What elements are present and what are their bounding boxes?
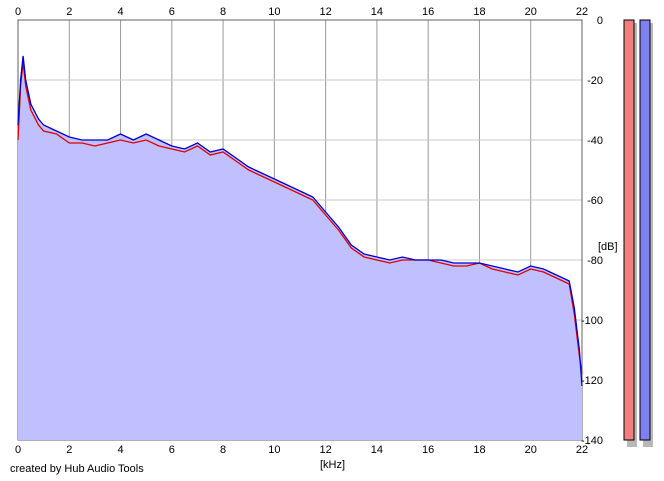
x-tick-label-bottom: 16: [422, 444, 434, 456]
y-tick-label: -120: [581, 375, 603, 387]
x-tick-label-bottom: 4: [117, 444, 123, 456]
x-tick-label-top: 10: [268, 6, 280, 18]
series-line-left: [17, 61, 583, 375]
credit-text: created by Hub Audio Tools: [10, 463, 144, 475]
x-tick-label-top: 14: [371, 6, 383, 18]
x-tick-label-bottom: 10: [268, 444, 280, 456]
x-tick-label-bottom: 20: [525, 444, 537, 456]
y-tick-label: -80: [587, 255, 603, 267]
x-tick-label-top: 12: [320, 6, 332, 18]
y-tick-label: -140: [581, 435, 603, 447]
x-tick-label-top: 6: [169, 6, 175, 18]
y-tick-labels: 0 -20 -40 -60 -80 -100 -120 -140: [581, 15, 603, 447]
x-tick-label-top: 0: [15, 6, 21, 18]
y-tick-label: -60: [587, 195, 603, 207]
y-tick-label: -40: [587, 135, 603, 147]
x-tick-label-bottom: 0: [15, 444, 21, 456]
level-meters: [623, 19, 653, 447]
x-tick-label-bottom: 12: [320, 444, 332, 456]
series-line-right: [17, 55, 583, 387]
x-tick-labels-top: 0 2 4 6 8 10 12 14 16 18 20 22: [15, 6, 588, 18]
x-tick-label-bottom: 18: [473, 444, 485, 456]
x-tick-label-top: 8: [220, 6, 226, 18]
y-tick-label: -100: [581, 315, 603, 327]
x-axis-label: [kHz]: [320, 459, 345, 471]
series-layer: [17, 55, 583, 387]
x-tick-label-top: 2: [66, 6, 72, 18]
right-level-meter: [639, 19, 651, 441]
x-tick-label-bottom: 8: [220, 444, 226, 456]
x-tick-labels-bottom: 0 2 4 6 8 10 12 14 16 18 20 22: [15, 444, 588, 456]
x-tick-label-bottom: 6: [169, 444, 175, 456]
spectrum-fill-area: [18, 56, 582, 440]
x-tick-label-bottom: 2: [66, 444, 72, 456]
x-tick-label-top: 22: [576, 6, 588, 18]
left-level-meter: [623, 19, 635, 441]
y-axis-label: [dB]: [598, 241, 618, 253]
x-tick-label-bottom: 14: [371, 444, 383, 456]
x-tick-label-top: 18: [473, 6, 485, 18]
x-tick-label-bottom: 22: [576, 444, 588, 456]
y-tick-label: -20: [587, 75, 603, 87]
y-tick-label: 0: [597, 15, 603, 27]
x-tick-label-top: 4: [117, 6, 123, 18]
x-tick-label-top: 20: [525, 6, 537, 18]
x-tick-label-top: 16: [422, 6, 434, 18]
